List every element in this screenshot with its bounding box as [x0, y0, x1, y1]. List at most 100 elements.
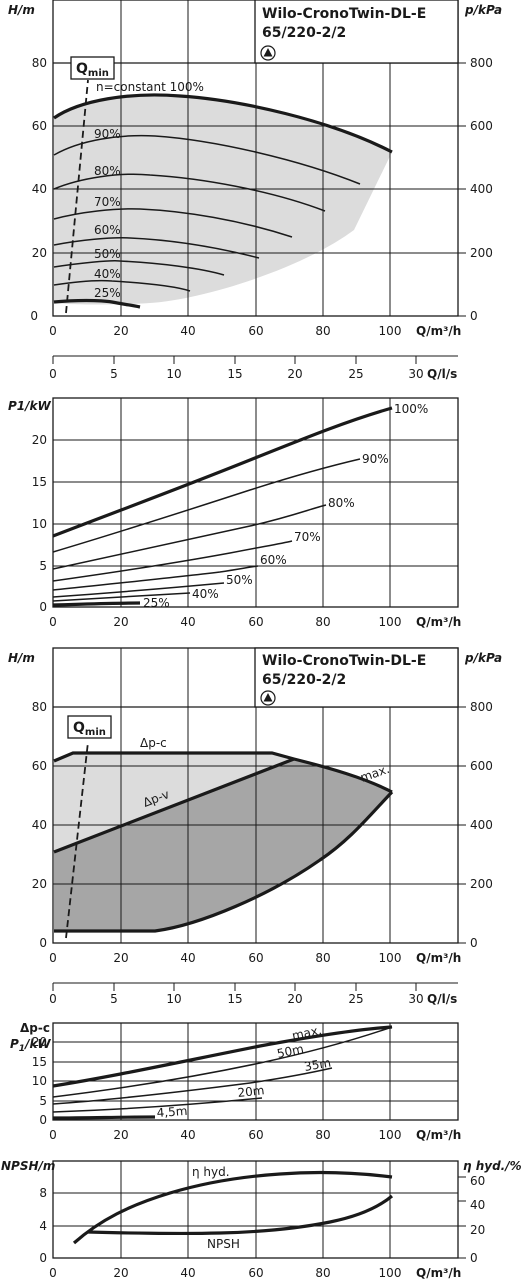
series-90	[53, 134, 361, 185]
svg-text:40: 40	[470, 1198, 485, 1212]
p4-series-4-5m	[52, 1115, 156, 1120]
label-100: n=constant 100%	[96, 80, 204, 94]
svg-text:60: 60	[248, 951, 263, 965]
series-eta-hyd	[72, 1170, 393, 1245]
svg-text:0: 0	[470, 936, 478, 950]
svg-text:100: 100	[379, 1128, 402, 1142]
svg-text:5: 5	[39, 559, 47, 573]
hq-variable-speed-panel: Wilo-CronoTwin-DL-E 65/220-2/2 Qmin n=co…	[8, 0, 502, 381]
label-25: 25%	[94, 286, 121, 300]
n5-ylabel: NPSH/m	[1, 1159, 55, 1173]
svg-text:80: 80	[315, 1128, 330, 1142]
svg-text:0: 0	[49, 951, 57, 965]
p-series-90	[52, 458, 361, 553]
hq1-xlabel: Q/m³/h	[416, 324, 461, 338]
p12-x-ticks: 0 20 40 60 80 100	[49, 615, 401, 629]
svg-text:60: 60	[32, 119, 47, 133]
series-50	[53, 260, 225, 276]
svg-text:10: 10	[32, 517, 47, 531]
p14-xlabel: Q/m³/h	[416, 1128, 461, 1142]
svg-text:100: 100	[379, 1266, 402, 1280]
qmin-line	[65, 79, 89, 314]
n5-x-ticks: 0 20 40 60 80 100	[49, 1266, 401, 1280]
svg-text:80: 80	[32, 56, 47, 70]
p-series-40	[52, 592, 191, 602]
svg-text:0: 0	[49, 992, 57, 1006]
svg-text:20: 20	[113, 615, 128, 629]
series-100	[53, 93, 393, 154]
p4-label-20m: 20m	[237, 1083, 265, 1100]
hq3-subtitle: 65/220-2/2	[262, 672, 346, 688]
qmin-label: Qmin	[67, 715, 112, 739]
svg-text:25: 25	[348, 367, 363, 381]
hq-control-modes-panel: Wilo-CronoTwin-DL-E 65/220-2/2 Qmin Δp-c…	[8, 647, 502, 1006]
svg-text:100: 100	[379, 615, 402, 629]
svg-text:0: 0	[49, 1266, 57, 1280]
svg-text:15: 15	[227, 367, 242, 381]
label-50: 50%	[94, 247, 121, 261]
svg-text:15: 15	[32, 475, 47, 489]
hq3-y2-ticks	[458, 706, 466, 944]
series-40	[53, 279, 191, 292]
svg-text:80: 80	[32, 700, 47, 714]
p-label-25: 25%	[143, 596, 170, 610]
svg-text:30: 30	[408, 992, 423, 1006]
svg-text:20: 20	[32, 1035, 47, 1049]
svg-text:0: 0	[49, 615, 57, 629]
hq3-xlabel: Q/m³/h	[416, 951, 461, 965]
hq1-ylabel: H/m	[8, 3, 35, 17]
svg-text:20: 20	[113, 324, 128, 338]
svg-text:20: 20	[32, 877, 47, 891]
p-label-60: 60%	[260, 553, 287, 567]
p12-grid	[53, 398, 458, 607]
p4-label-4-5m: 4,5m	[156, 1104, 188, 1120]
hq1-y2-tick-labels: 0 200 400 600 800	[470, 56, 493, 323]
p12-y-ticks: 0 5 10 15 20	[32, 433, 47, 614]
hq1-x2label: Q/l/s	[427, 367, 457, 381]
svg-text:0: 0	[470, 1251, 478, 1265]
svg-text:20: 20	[32, 433, 47, 447]
series-25	[53, 298, 141, 309]
svg-text:200: 200	[470, 877, 493, 891]
p-label-40: 40%	[192, 587, 219, 601]
p4-series-20m	[52, 1097, 263, 1113]
label-60: 60%	[94, 223, 121, 237]
p-label-90: 90%	[362, 452, 389, 466]
operating-range-area	[54, 94, 392, 305]
svg-text:8: 8	[39, 1186, 47, 1200]
hq1-y2-ticks	[458, 62, 466, 317]
series-dp-v	[53, 757, 295, 854]
label-dp-c: Δp-c	[140, 736, 167, 750]
label-70: 70%	[94, 195, 121, 209]
svg-text:600: 600	[470, 759, 493, 773]
p1-variable-speed-panel: 100% 90% 80% 70% 60% 50% 40% 25% P1/kW Q…	[8, 397, 461, 629]
series-70	[53, 208, 293, 238]
n5-y2label: η hyd./%	[463, 1159, 521, 1173]
p-series-60	[52, 565, 259, 591]
svg-text:0: 0	[49, 367, 57, 381]
svg-text:40: 40	[180, 1266, 195, 1280]
svg-text:40: 40	[180, 615, 195, 629]
svg-text:4: 4	[39, 1219, 47, 1233]
hq3-ylabel: H/m	[8, 651, 35, 665]
p-label-50: 50%	[226, 573, 253, 587]
svg-text:400: 400	[470, 818, 493, 832]
svg-text:100: 100	[379, 951, 402, 965]
p14-ylabel-dp-c: Δp-c	[20, 1021, 50, 1035]
label-eta-hyd: η hyd.	[192, 1165, 230, 1179]
svg-text:800: 800	[470, 700, 493, 714]
label-npsh: NPSH	[207, 1237, 240, 1251]
p12-frame	[52, 397, 459, 608]
series-max	[54, 790, 394, 933]
p-series-50	[52, 582, 225, 598]
series-80	[53, 173, 326, 212]
svg-text:40: 40	[180, 951, 195, 965]
svg-text:400: 400	[470, 182, 493, 196]
svg-text:25: 25	[348, 992, 363, 1006]
hq1-x2-tick-labels: 0 5 10 15 20 25 30	[49, 367, 423, 381]
p-label-100: 100%	[394, 402, 428, 416]
label-max: max.	[358, 762, 391, 785]
svg-text:30: 30	[408, 367, 423, 381]
svg-text:20: 20	[113, 951, 128, 965]
